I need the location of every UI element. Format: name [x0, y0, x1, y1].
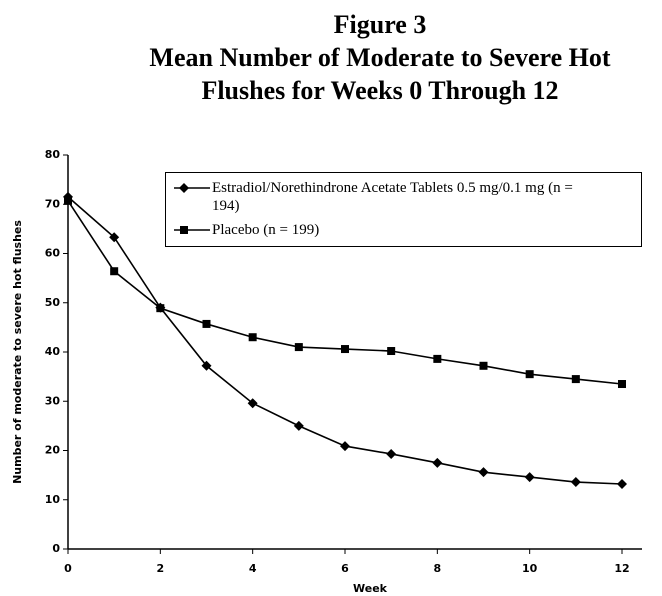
y-tick-label: 10 [45, 493, 61, 506]
marker [109, 232, 120, 243]
marker [524, 472, 535, 483]
x-tick-label: 2 [157, 562, 165, 575]
y-tick-label: 20 [45, 444, 61, 457]
x-axis-label: Week [353, 582, 388, 595]
y-tick-label: 50 [45, 296, 61, 309]
marker [180, 226, 188, 234]
marker [341, 345, 349, 354]
marker [110, 267, 119, 276]
marker [248, 333, 257, 342]
y-axis-label: Number of moderate to severe hot flushes [11, 220, 24, 484]
legend-entry: Placebo (n = 199) [172, 221, 641, 239]
marker [571, 375, 580, 384]
marker [386, 448, 397, 459]
legend-label: Estradiol/Norethindrone Acetate Tablets … [212, 180, 573, 214]
y-tick-label: 0 [52, 542, 60, 555]
marker [617, 478, 627, 489]
x-tick-label: 0 [64, 562, 72, 575]
x-tick-label: 6 [341, 562, 349, 575]
x-tick-label: 12 [614, 562, 629, 575]
chart-subtitle: Mean Number of Moderate to Severe Hot Fl… [149, 43, 611, 105]
marker [570, 477, 581, 488]
marker [433, 354, 442, 363]
legend-label: Placebo (n = 199) [212, 222, 320, 238]
chart-title: Figure 3 [333, 10, 427, 39]
y-tick-label: 70 [45, 197, 61, 210]
legend: Estradiol/Norethindrone Acetate Tablets … [165, 172, 642, 247]
marker [202, 319, 211, 328]
marker [432, 457, 443, 468]
marker [479, 361, 488, 370]
marker [247, 398, 258, 409]
marker [618, 380, 626, 389]
title-block: Figure 3 Mean Number of Moderate to Seve… [90, 8, 662, 107]
y-tick-label: 40 [45, 345, 61, 358]
marker [156, 304, 165, 313]
y-tick-label: 80 [45, 148, 61, 161]
marker [179, 183, 189, 193]
y-tick-label: 30 [45, 394, 61, 407]
x-tick-label: 4 [249, 562, 257, 575]
legend-symbol [174, 183, 210, 193]
legend-entry: Estradiol/Norethindrone Acetate Tablets … [172, 179, 641, 215]
marker [294, 343, 303, 352]
y-tick-label: 60 [45, 247, 61, 260]
marker [340, 441, 350, 452]
marker [478, 467, 489, 478]
marker [64, 196, 72, 205]
x-tick-label: 8 [434, 562, 442, 575]
marker [293, 420, 304, 431]
legend-symbol [174, 226, 210, 234]
marker [387, 347, 396, 356]
marker [201, 360, 212, 371]
x-tick-label: 10 [522, 562, 538, 575]
marker [525, 370, 534, 379]
